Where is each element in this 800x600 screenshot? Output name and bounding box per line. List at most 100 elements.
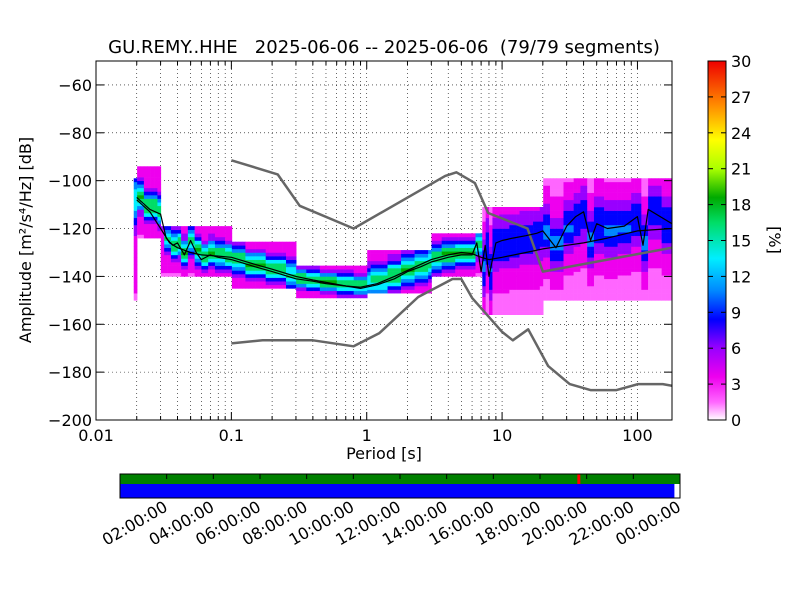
density-cell xyxy=(539,311,544,315)
density-cell xyxy=(512,289,517,294)
density-cell xyxy=(512,268,517,272)
density-cell xyxy=(610,264,615,269)
density-cell xyxy=(661,196,666,201)
density-cell xyxy=(461,258,466,263)
density-cell xyxy=(648,221,652,226)
density-cell xyxy=(404,264,409,269)
density-cell xyxy=(370,285,375,290)
density-cell xyxy=(553,296,558,301)
density-cell xyxy=(543,257,547,262)
density-cell xyxy=(566,199,571,204)
density-cell xyxy=(580,181,585,186)
density-cell xyxy=(658,264,662,269)
density-cell xyxy=(187,236,192,241)
density-cell xyxy=(448,233,453,238)
density-cell xyxy=(549,296,554,301)
density-cell xyxy=(593,192,598,197)
density-cell xyxy=(617,217,622,222)
density-cell xyxy=(651,253,656,258)
density-cell xyxy=(529,289,534,294)
density-cell xyxy=(624,178,629,183)
density-cell xyxy=(272,274,277,278)
density-cell xyxy=(665,250,669,254)
density-cell xyxy=(384,268,388,272)
density-cell xyxy=(543,228,547,233)
density-cell xyxy=(563,282,568,287)
density-cell xyxy=(593,232,598,237)
density-cell xyxy=(519,242,524,247)
density-cell xyxy=(319,290,324,295)
density-cell xyxy=(154,209,158,214)
density-cell xyxy=(296,272,300,277)
density-cell xyxy=(485,246,490,251)
density-cell xyxy=(499,250,503,254)
density-cell xyxy=(367,268,371,272)
density-cell xyxy=(255,256,260,260)
density-cell xyxy=(160,254,165,259)
density-cell xyxy=(600,253,605,258)
density-cell xyxy=(333,269,338,274)
density-cell xyxy=(556,253,561,258)
density-cell xyxy=(384,282,388,287)
density-cell xyxy=(167,269,172,274)
density-cell xyxy=(593,239,598,244)
density-cell xyxy=(533,253,537,258)
density-cell xyxy=(533,275,537,280)
density-cell xyxy=(177,233,182,238)
density-cell xyxy=(614,268,618,272)
density-cell xyxy=(505,210,510,215)
density-cell xyxy=(519,303,524,308)
density-cell xyxy=(648,196,652,201)
density-cell xyxy=(228,226,233,231)
density-cell xyxy=(631,206,635,211)
density-cell xyxy=(441,262,446,266)
density-cell xyxy=(651,246,656,251)
density-cell xyxy=(495,221,500,226)
density-cell xyxy=(279,259,283,264)
density-cell xyxy=(587,214,591,219)
density-cell xyxy=(346,279,351,284)
density-cell xyxy=(245,248,250,253)
density-cell xyxy=(604,296,608,301)
density-cell xyxy=(607,271,612,276)
density-cell xyxy=(658,253,662,258)
density-cell xyxy=(489,246,493,251)
density-cell xyxy=(228,265,233,270)
density-cell xyxy=(621,242,625,247)
density-cell xyxy=(390,264,395,269)
density-cell xyxy=(587,189,591,193)
density-cell xyxy=(512,246,517,251)
density-cell xyxy=(431,269,436,274)
density-cell xyxy=(553,210,558,215)
density-cell xyxy=(624,260,629,265)
density-cell xyxy=(587,228,591,233)
density-cell xyxy=(573,228,578,233)
density-cell xyxy=(546,203,551,208)
density-cell xyxy=(631,275,635,280)
density-cell xyxy=(512,260,517,265)
density-cell xyxy=(553,199,558,204)
density-cell xyxy=(492,253,497,258)
density-cell xyxy=(228,240,233,245)
density-cell xyxy=(546,275,551,280)
density-cell xyxy=(600,264,605,269)
density-cell xyxy=(573,196,578,201)
density-cell xyxy=(539,232,544,237)
density-cell xyxy=(610,217,615,222)
density-cell xyxy=(198,265,202,270)
density-cell xyxy=(536,250,541,254)
density-cell xyxy=(181,244,185,248)
density-cell xyxy=(627,203,632,208)
density-cell xyxy=(306,290,311,295)
density-cell xyxy=(187,251,192,256)
density-cell xyxy=(316,269,321,274)
density-cell xyxy=(631,181,635,186)
density-cell xyxy=(509,250,514,254)
density-cell xyxy=(242,281,246,286)
density-cell xyxy=(262,263,267,268)
density-cell xyxy=(533,307,537,312)
density-cell xyxy=(499,293,503,298)
density-cell xyxy=(546,232,551,237)
density-cell xyxy=(577,232,581,237)
density-cell xyxy=(631,199,635,204)
